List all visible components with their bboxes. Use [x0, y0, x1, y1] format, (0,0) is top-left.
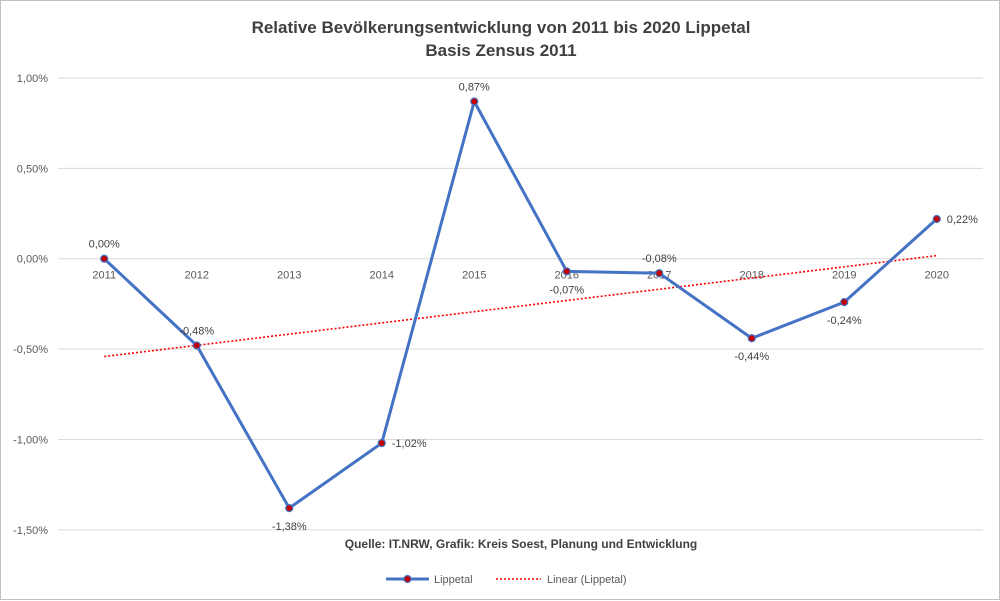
- legend: Lippetal Linear (Lippetal): [386, 574, 627, 586]
- data-point: [747, 334, 756, 343]
- data-point: [655, 269, 664, 278]
- legend-series-marker: [403, 574, 412, 584]
- trendline-group: [104, 254, 937, 358]
- y-tick-label: -1,00%: [13, 434, 48, 446]
- y-tick-label: 0,00%: [17, 254, 48, 266]
- x-tick-label: 2018: [740, 270, 764, 282]
- x-tick-label: 2013: [277, 270, 301, 282]
- gridlines: [58, 77, 983, 531]
- data-point: [100, 254, 109, 263]
- y-tick-label: 1,00%: [17, 73, 48, 85]
- data-point: [377, 438, 386, 448]
- x-tick-label: 2014: [370, 270, 394, 282]
- x-tick-label: 2019: [832, 270, 856, 282]
- series-group: [100, 97, 941, 513]
- chart-title: Relative Bevölkerungsentwicklung von 201…: [252, 18, 751, 37]
- data-label: 0,22%: [947, 214, 978, 226]
- x-tick-label: 2012: [185, 270, 209, 282]
- data-label: -1,02%: [392, 438, 427, 450]
- data-labels: 0,00% -0,48% -1,38% -1,02% 0,87% -0,07% -0,08%…: [89, 81, 979, 533]
- x-tick-label: 2020: [925, 270, 949, 282]
- trendline: [104, 254, 937, 358]
- source-note: Quelle: IT.NRW, Grafik: Kreis Soest, Pla…: [345, 537, 698, 551]
- data-label: -0,07%: [549, 284, 584, 296]
- series-line: [103, 99, 938, 510]
- y-tick-label: -0,50%: [13, 344, 48, 356]
- legend-trend-label: Linear (Lippetal): [547, 574, 627, 586]
- data-label: -0,48%: [179, 325, 214, 337]
- data-point: [562, 267, 571, 276]
- data-point: [285, 504, 294, 513]
- data-point: [840, 298, 849, 307]
- data-label: 0,00%: [89, 239, 120, 251]
- data-label: -1,38%: [272, 521, 307, 533]
- y-axis-ticks: 1,00% 0,50% 0,00% -0,50% -1,00% -1,50%: [13, 73, 48, 537]
- legend-series-label: Lippetal: [434, 574, 473, 586]
- data-point: [932, 214, 941, 224]
- data-label: -0,44%: [734, 351, 769, 363]
- data-point: [192, 341, 201, 350]
- data-point: [470, 97, 479, 106]
- x-tick-label: 2011: [92, 270, 116, 282]
- x-axis-ticks: 2011201220132014201520162017201820192020: [92, 270, 949, 282]
- data-label: 0,87%: [459, 81, 490, 93]
- x-tick-label: 2015: [462, 270, 486, 282]
- data-label: -0,08%: [642, 253, 677, 265]
- chart-subtitle: Basis Zensus 2011: [425, 41, 576, 60]
- data-label: -0,24%: [827, 315, 862, 327]
- y-tick-label: 0,50%: [17, 163, 48, 175]
- y-tick-label: -1,50%: [13, 525, 48, 537]
